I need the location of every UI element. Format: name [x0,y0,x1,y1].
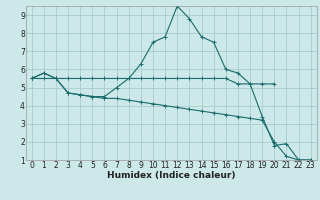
X-axis label: Humidex (Indice chaleur): Humidex (Indice chaleur) [107,171,236,180]
